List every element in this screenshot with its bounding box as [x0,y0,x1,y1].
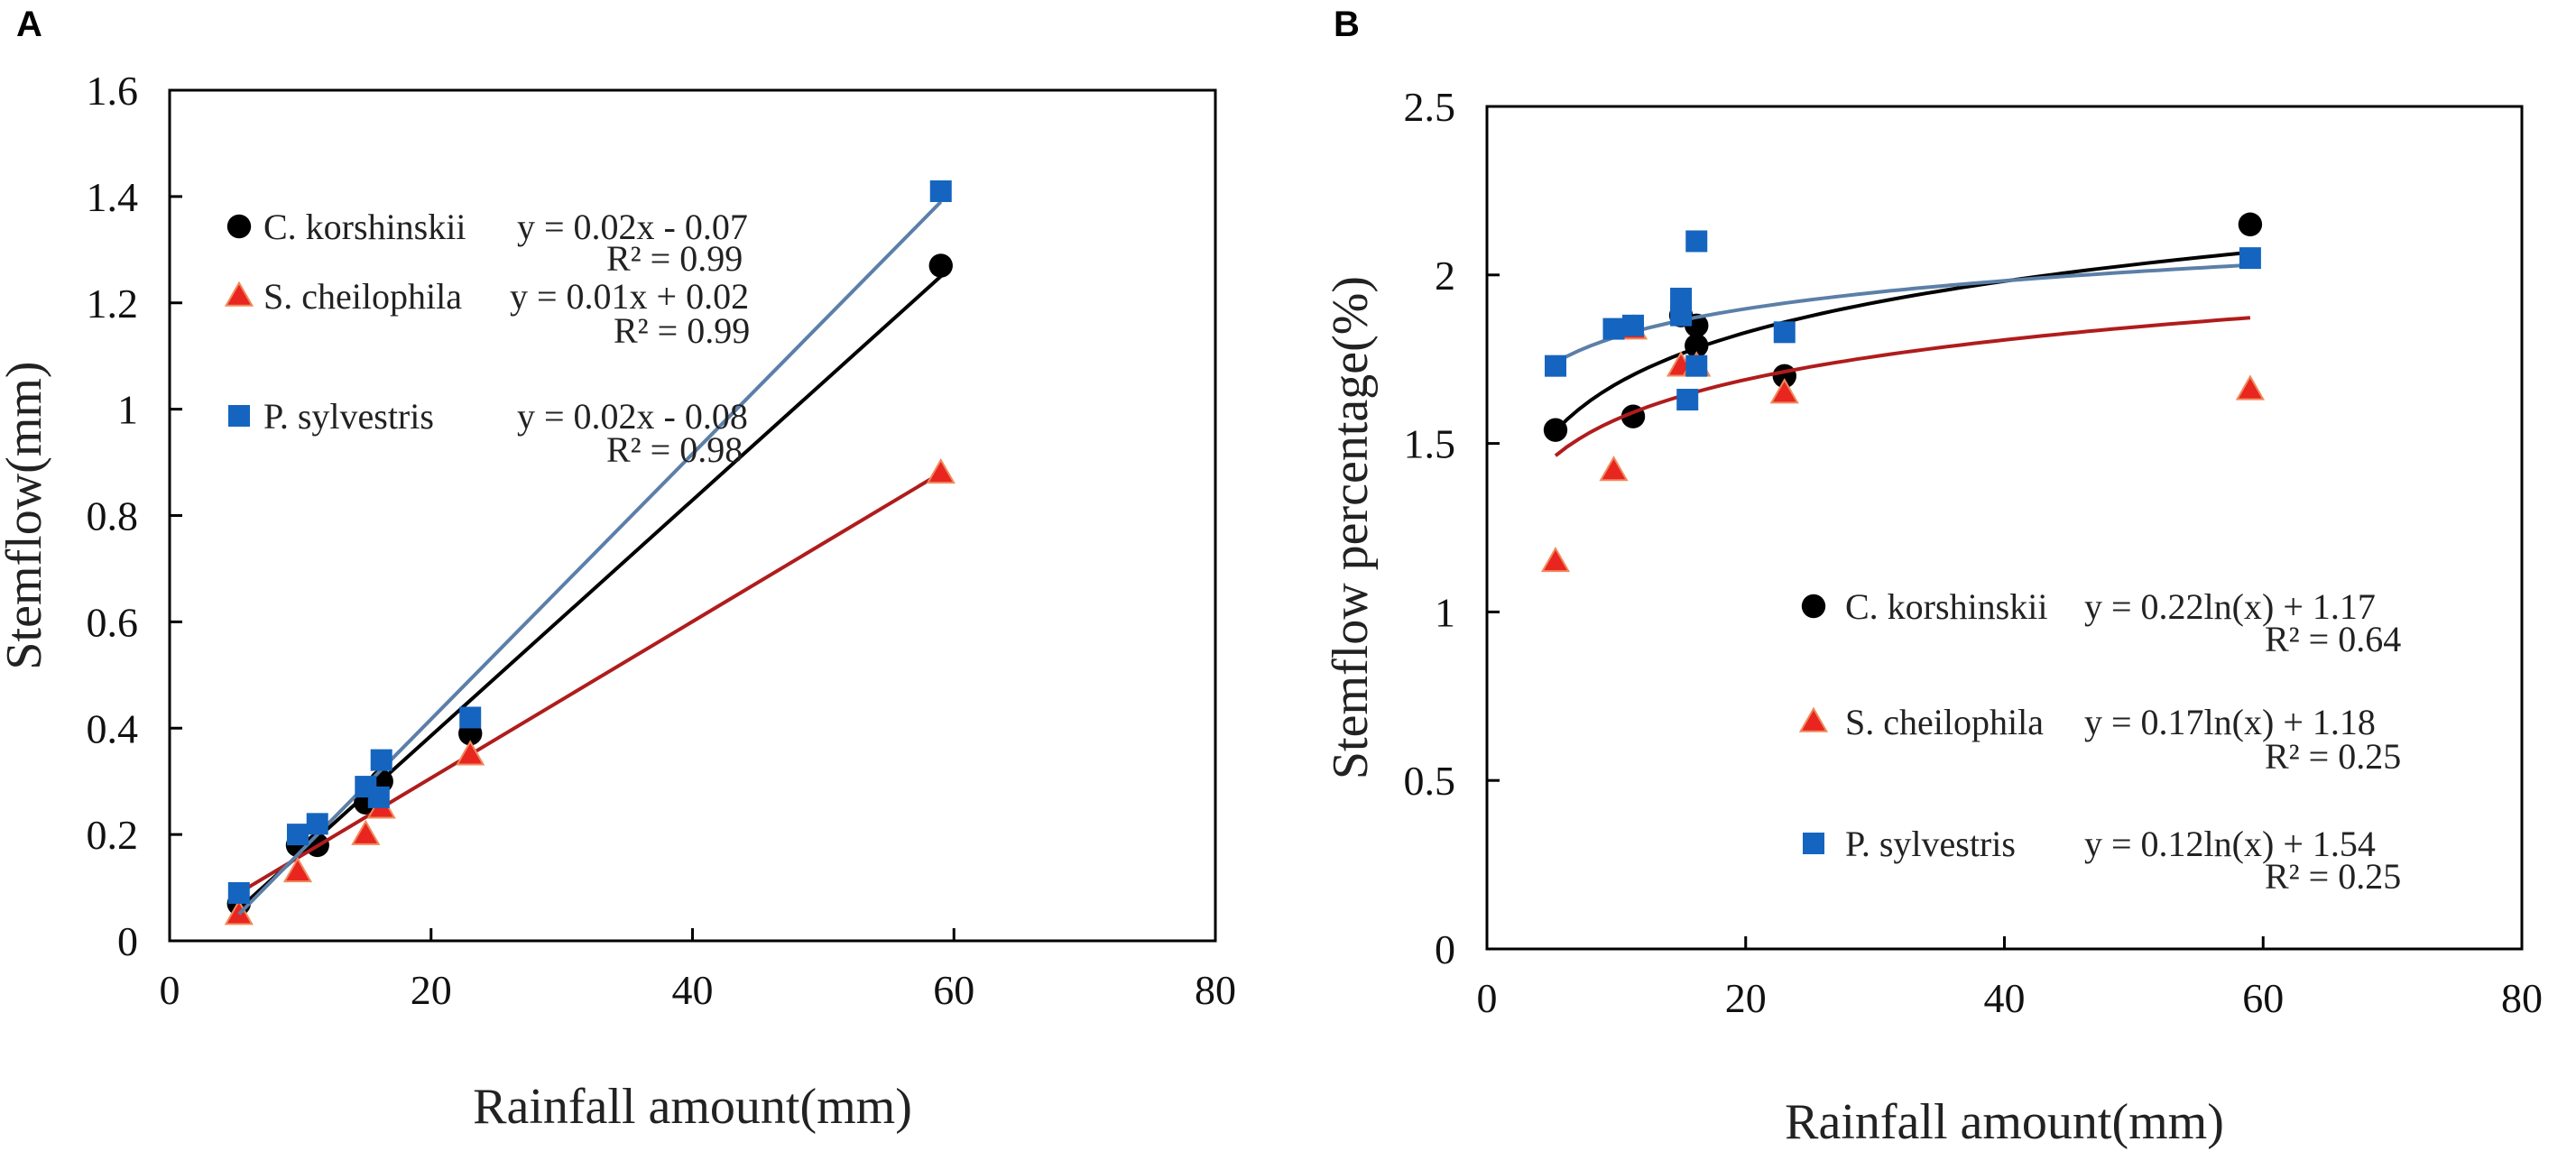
data-point [370,749,392,771]
data-point [459,706,482,729]
data-point [1670,304,1693,327]
legend-r-squared: R² = 0.99 [614,310,750,351]
y-tick-label: 1 [117,387,138,433]
y-tick-label: 0.2 [87,812,139,858]
data-point [2238,212,2263,236]
y-tick-label: 2 [1435,253,1455,299]
x-tick-label: 80 [1195,967,1236,1013]
legend-equation: y = 0.12ln(x) + 1.54 [2084,824,2376,864]
fit-curve [1554,250,2251,433]
x-tick-label: 80 [2501,975,2543,1021]
data-point [1622,314,1645,336]
y-tick-label: 0.8 [87,493,139,539]
legend-equation: y = 0.01x + 0.02 [510,276,749,317]
y-tick-label: 1.2 [87,281,139,327]
data-point [1773,321,1796,344]
data-point [286,824,309,846]
data-point [1599,456,1629,482]
y-tick-label: 0.5 [1404,758,1456,804]
x-tick-label: 60 [933,967,974,1013]
data-point [929,180,952,202]
y-tick-label: 0.6 [87,599,139,645]
y-tick-label: 1.4 [87,174,139,220]
data-point [1544,355,1566,377]
legend-equation: y = 0.02x - 0.08 [517,396,748,437]
data-point [227,881,250,904]
x-tick-label: 0 [1477,975,1498,1021]
y-tick-label: 0.4 [87,705,139,751]
legend-label: P. sylvestris [1845,824,2016,864]
data-point [1685,355,1708,377]
panel-label: A [16,5,42,44]
legend-label: S. cheilophila [263,276,462,317]
legend-r-squared: R² = 0.25 [2265,736,2401,777]
y-axis-title: Stemflow percentage(%) [1323,276,1379,779]
legend-equation: y = 0.17ln(x) + 1.18 [2084,702,2376,742]
data-point [1540,546,1571,573]
legend-marker [1801,594,1826,619]
chart-panel-a: A 0 20 40 60 80 0 0.2 0.4 0.6 0.8 1 1.2 1.4 1.6 Rainfal… [0,5,1236,1135]
fit-curve [1554,316,2251,457]
y-tick-label: 2.5 [1404,84,1456,130]
fit-curve [1555,262,2250,364]
x-axis-title: Rainfall amount(mm) [1785,1094,2224,1150]
data-point [456,740,485,766]
legend-marker [224,281,254,307]
legend-label: C. korshinskii [263,207,466,247]
fit-line [237,274,943,911]
legend-marker [228,405,250,427]
legend-r-squared: R² = 0.99 [606,238,743,279]
legend-label: P. sylvestris [263,396,434,437]
x-tick-label: 60 [2242,975,2284,1021]
data-point [928,253,953,278]
panel-label: B [1334,5,1360,44]
y-tick-label: 0 [1435,926,1455,972]
data-point [1602,318,1625,340]
data-point [1676,389,1699,411]
legend-equation: y = 0.22ln(x) + 1.17 [2084,586,2376,627]
x-tick-label: 20 [1725,975,1767,1021]
legend-marker [1803,833,1824,854]
legend-label: S. cheilophila [1845,702,2044,742]
data-point [1543,418,1568,442]
legend-equation: y = 0.02x - 0.07 [517,207,748,247]
data-point [367,786,390,808]
legend-r-squared: R² = 0.25 [2265,856,2401,897]
data-point [306,813,328,835]
legend-marker [226,214,252,239]
data-point [1685,334,1709,358]
x-tick-label: 40 [672,967,714,1013]
data-point [2235,374,2266,401]
x-axis-title: Rainfall amount(mm) [473,1079,912,1135]
legend-r-squared: R² = 0.98 [606,429,743,470]
y-tick-label: 1.5 [1404,421,1456,467]
data-point [351,819,381,845]
x-tick-label: 0 [160,967,180,1013]
x-tick-label: 40 [1984,975,2026,1021]
y-tick-label: 1.6 [87,68,139,114]
plot-frame [1485,105,2524,951]
data-point [1685,230,1708,253]
legend-marker [1798,706,1829,732]
y-tick-label: 1 [1435,589,1455,635]
data-point [1769,378,1799,404]
x-tick-label: 20 [411,967,452,1013]
legend-label: C. korshinskii [1845,586,2047,627]
y-axis-title: Stemflow(mm) [0,361,52,669]
data-point [2239,247,2261,270]
legend-r-squared: R² = 0.64 [2265,619,2401,659]
y-tick-label: 0 [117,918,138,964]
data-point [282,856,313,883]
data-point [926,457,956,484]
chart-panel-b: B 0 20 40 60 80 0 0.5 1 1.5 2 2.5 Rainfall amount(mm… [1323,5,2543,1150]
fit-line [237,471,942,895]
